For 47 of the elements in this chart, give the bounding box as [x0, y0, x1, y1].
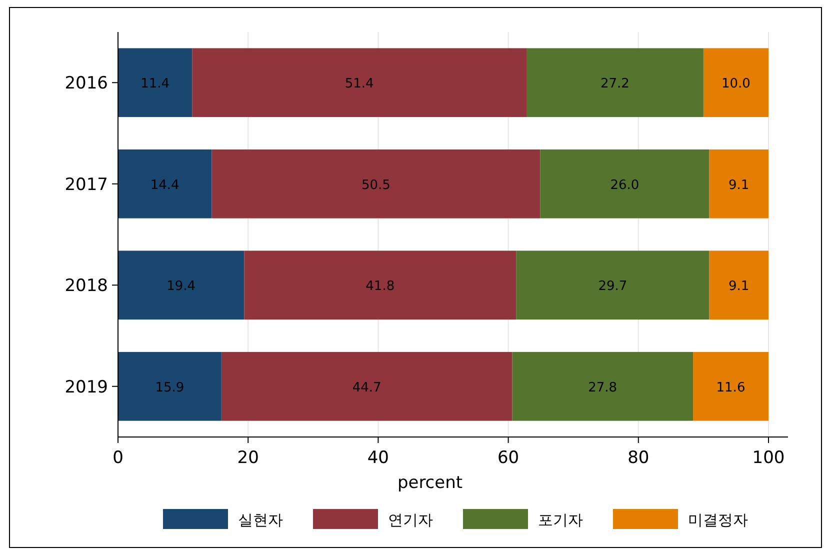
x-tick-label: 0 — [112, 448, 124, 468]
bar — [709, 250, 768, 320]
data-label: 27.8 — [588, 380, 618, 396]
y-tick-label: 2018 — [64, 276, 108, 296]
x-tick-label: 40 — [367, 448, 390, 468]
bar — [212, 149, 540, 218]
data-label: 14.4 — [150, 178, 180, 193]
bar — [693, 352, 768, 421]
x-tick-label: 100 — [752, 448, 785, 468]
data-label: 11.4 — [140, 76, 170, 92]
bar — [244, 250, 516, 320]
y-tick-label: 2017 — [64, 174, 108, 195]
legend-label: 미결정자 — [688, 511, 748, 529]
x-tick-label: 60 — [497, 448, 520, 468]
data-label: 19.4 — [166, 279, 196, 294]
data-label: 11.6 — [716, 380, 746, 396]
bar — [709, 149, 768, 218]
bar — [221, 352, 512, 421]
data-label: 50.5 — [361, 178, 390, 193]
bar — [540, 149, 710, 218]
bar — [703, 48, 768, 118]
data-label: 9.1 — [728, 178, 750, 193]
data-label: 10.0 — [721, 76, 750, 92]
bar — [118, 250, 244, 320]
legend-label: 포기자 — [538, 511, 583, 529]
x-axis-title: percent — [397, 473, 463, 493]
data-label: 9.1 — [728, 279, 750, 294]
y-tick-label: 2016 — [64, 74, 108, 94]
bar — [192, 48, 527, 118]
x-tick-label: 80 — [628, 448, 650, 468]
y-tick-label: 2019 — [64, 377, 108, 398]
data-label: 27.2 — [600, 76, 630, 92]
bar — [118, 149, 212, 218]
data-label: 44.7 — [352, 380, 382, 396]
x-tick-label: 20 — [237, 448, 259, 468]
data-label: 29.7 — [598, 279, 628, 294]
bar — [118, 48, 192, 118]
data-label: 51.4 — [344, 76, 374, 92]
data-label: 15.9 — [155, 380, 184, 396]
data-label: 41.8 — [366, 279, 395, 294]
data-label: 26.0 — [610, 178, 640, 193]
bar — [512, 352, 694, 421]
legend-label: 실현자 — [238, 511, 283, 529]
legend-label: 연기자 — [388, 511, 433, 529]
bar — [516, 250, 710, 320]
bar — [526, 48, 704, 118]
bar — [118, 352, 222, 421]
